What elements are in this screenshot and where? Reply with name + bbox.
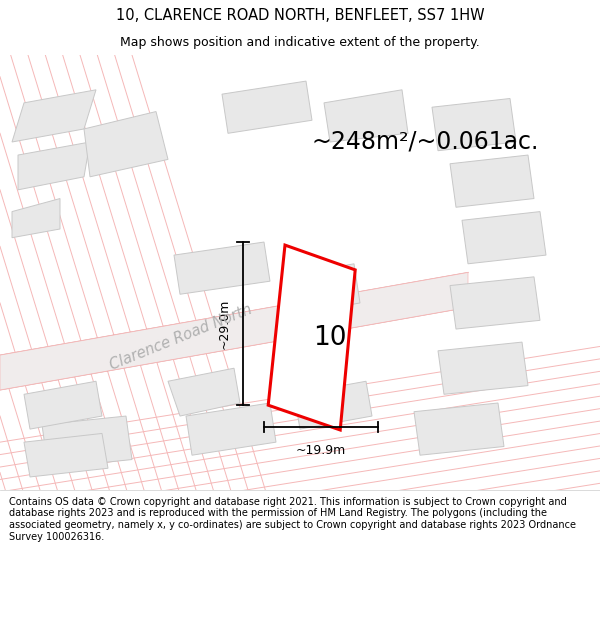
Polygon shape (222, 81, 312, 133)
Polygon shape (24, 381, 102, 429)
Text: ~29.0m: ~29.0m (218, 298, 231, 349)
Text: ~248m²/~0.061ac.: ~248m²/~0.061ac. (312, 130, 539, 154)
Text: 10, CLARENCE ROAD NORTH, BENFLEET, SS7 1HW: 10, CLARENCE ROAD NORTH, BENFLEET, SS7 1… (116, 8, 484, 23)
Polygon shape (268, 245, 355, 430)
Polygon shape (12, 199, 60, 238)
Text: ~19.9m: ~19.9m (296, 444, 346, 458)
Polygon shape (324, 90, 408, 142)
Polygon shape (24, 434, 108, 477)
Polygon shape (42, 416, 132, 468)
Text: 10: 10 (313, 324, 347, 351)
Polygon shape (12, 90, 96, 142)
Text: Clarence Road North: Clarence Road North (108, 302, 255, 373)
Polygon shape (438, 342, 528, 394)
Polygon shape (18, 142, 90, 190)
Polygon shape (414, 403, 504, 455)
Polygon shape (462, 212, 546, 264)
Polygon shape (0, 272, 468, 390)
Text: Contains OS data © Crown copyright and database right 2021. This information is : Contains OS data © Crown copyright and d… (9, 497, 576, 541)
Polygon shape (282, 264, 360, 316)
Polygon shape (450, 277, 540, 329)
Polygon shape (174, 242, 270, 294)
Polygon shape (294, 381, 372, 429)
Polygon shape (186, 403, 276, 455)
Polygon shape (432, 99, 516, 151)
Polygon shape (168, 368, 240, 416)
Polygon shape (450, 155, 534, 208)
Text: Map shows position and indicative extent of the property.: Map shows position and indicative extent… (120, 36, 480, 49)
Polygon shape (84, 111, 168, 177)
